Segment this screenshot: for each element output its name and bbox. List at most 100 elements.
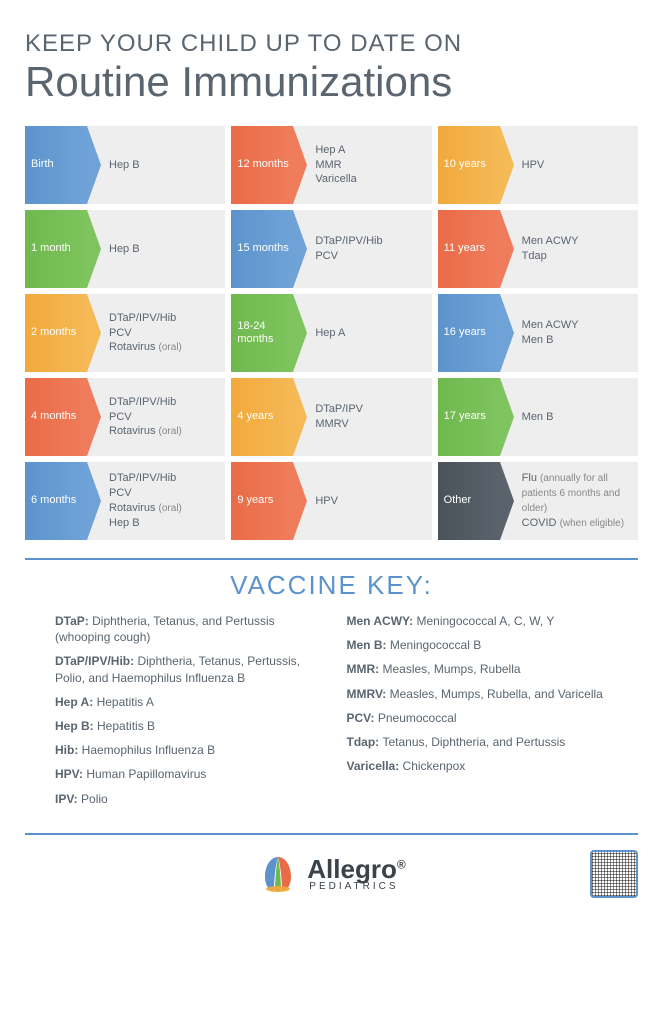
schedule-cell: 17 years Men B: [438, 378, 638, 456]
key-term: DTaP/IPV/Hib:: [55, 654, 137, 668]
vaccine-line: MMR: [315, 158, 431, 173]
age-label: 9 years: [237, 494, 273, 507]
vaccine-line: Men ACWY: [522, 234, 638, 249]
age-label: 6 months: [31, 494, 76, 507]
key-term: HPV:: [55, 767, 86, 781]
key-definition: Measles, Mumps, Rubella: [383, 662, 521, 676]
vaccine-line: PCV: [109, 326, 225, 341]
vaccine-line: Flu (annually for all patients 6 months …: [522, 471, 638, 516]
vaccine-list: DTaP/IPV/HibPCVRotavirus (oral): [87, 294, 225, 372]
key-item: Hib: Haemophilus Influenza B: [55, 742, 317, 758]
schedule-cell: Other Flu (annually for all patients 6 mo…: [438, 462, 638, 540]
vaccine-list: HPV: [293, 462, 431, 540]
age-tab: 9 years: [231, 462, 293, 540]
key-term: Hib:: [55, 743, 82, 757]
age-label: 4 years: [237, 410, 273, 423]
key-definition: Measles, Mumps, Rubella, and Varicella: [390, 687, 603, 701]
schedule-cell: 4 months DTaP/IPV/HibPCVRotavirus (oral): [25, 378, 225, 456]
age-tab: 18-24 months: [231, 294, 293, 372]
age-tab: 2 months: [25, 294, 87, 372]
vaccine-list: DTaP/IPV/HibPCV: [293, 210, 431, 288]
vaccine-list: Hep B: [87, 210, 225, 288]
key-definition: Polio: [81, 792, 108, 806]
vaccine-list: Men ACWYTdap: [500, 210, 638, 288]
age-tab: 1 month: [25, 210, 87, 288]
age-tab: 15 months: [231, 210, 293, 288]
key-term: Hep B:: [55, 719, 97, 733]
schedule-grid: BirthHep B12 monthsHep AMMRVaricella10 y…: [25, 126, 638, 540]
vaccine-list: Hep A: [293, 294, 431, 372]
key-definition: Haemophilus Influenza B: [82, 743, 215, 757]
age-label: 15 months: [237, 242, 288, 255]
vaccine-list: Men ACWYMen B: [500, 294, 638, 372]
vaccine-line: Men B: [522, 410, 638, 425]
schedule-cell: 10 yearsHPV: [438, 126, 638, 204]
key-term: MMR:: [347, 662, 383, 676]
key-definition: Chickenpox: [403, 759, 466, 773]
age-tab: Other: [438, 462, 500, 540]
vaccine-line: Hep A: [315, 143, 431, 158]
key-term: Varicella:: [347, 759, 403, 773]
age-tab: 6 months: [25, 462, 87, 540]
vaccine-key-grid: DTaP: Diphtheria, Tetanus, and Pertussis…: [25, 613, 638, 815]
age-label: Birth: [31, 158, 54, 171]
vaccine-line: Tdap: [522, 249, 638, 264]
brand-logo: Allegro® PEDIATRICS: [257, 853, 405, 895]
key-item: Varicella: Chickenpox: [347, 758, 609, 774]
age-label: Other: [444, 494, 472, 507]
schedule-cell: 15 months DTaP/IPV/HibPCV: [231, 210, 431, 288]
vaccine-line: Hep B: [109, 516, 225, 531]
age-tab: 4 months: [25, 378, 87, 456]
key-term: DTaP:: [55, 614, 92, 628]
vaccine-line: COVID (when eligible): [522, 516, 638, 531]
vaccine-list: Hep AMMRVaricella: [293, 126, 431, 204]
age-tab: 11 years: [438, 210, 500, 288]
vaccine-line: MMRV: [315, 417, 431, 432]
age-tab: 4 years: [231, 378, 293, 456]
key-item: Tdap: Tetanus, Diphtheria, and Pertussis: [347, 734, 609, 750]
qr-code-icon: [590, 850, 638, 898]
key-term: IPV:: [55, 792, 81, 806]
key-term: Tdap:: [347, 735, 383, 749]
age-label: 4 months: [31, 410, 76, 423]
key-item: DTaP: Diphtheria, Tetanus, and Pertussis…: [55, 613, 317, 645]
key-definition: Tetanus, Diphtheria, and Pertussis: [383, 735, 566, 749]
key-item: MMRV: Measles, Mumps, Rubella, and Varic…: [347, 686, 609, 702]
age-tab: 12 months: [231, 126, 293, 204]
logo-mark-icon: [257, 853, 299, 895]
footer: Allegro® PEDIATRICS: [25, 853, 638, 895]
age-label: 17 years: [444, 410, 486, 423]
key-item: IPV: Polio: [55, 791, 317, 807]
key-definition: Hepatitis A: [97, 695, 154, 709]
vaccine-list: HPV: [500, 126, 638, 204]
vaccine-list: DTaP/IPV/HibPCVRotavirus (oral): [87, 378, 225, 456]
vaccine-list: DTaP/IPVMMRV: [293, 378, 431, 456]
vaccine-list: DTaP/IPV/HibPCVRotavirus (oral)Hep B: [87, 462, 225, 540]
age-label: 12 months: [237, 158, 288, 171]
vaccine-line: Hep A: [315, 326, 431, 341]
vaccine-line: PCV: [109, 486, 225, 501]
vaccine-line: DTaP/IPV/Hib: [109, 395, 225, 410]
key-item: DTaP/IPV/Hib: Diphtheria, Tetanus, Pertu…: [55, 653, 317, 685]
vaccine-line: PCV: [109, 410, 225, 425]
key-item: MMR: Measles, Mumps, Rubella: [347, 661, 609, 677]
key-item: HPV: Human Papillomavirus: [55, 766, 317, 782]
vaccine-line: PCV: [315, 249, 431, 264]
age-label: 2 months: [31, 326, 76, 339]
page-subtitle: KEEP YOUR CHILD UP TO DATE ON: [25, 30, 638, 58]
schedule-cell: 11 yearsMen ACWYTdap: [438, 210, 638, 288]
key-item: PCV: Pneumococcal: [347, 710, 609, 726]
schedule-cell: 9 years HPV: [231, 462, 431, 540]
vaccine-line: Varicella: [315, 172, 431, 187]
vaccine-list: Men B: [500, 378, 638, 456]
vaccine-line: Men ACWY: [522, 318, 638, 333]
vaccine-list: Flu (annually for all patients 6 months …: [500, 462, 638, 540]
key-definition: Meningococcal B: [390, 638, 481, 652]
divider-bottom: [25, 833, 638, 835]
schedule-cell: 18-24 months Hep A: [231, 294, 431, 372]
vaccine-line: Rotavirus (oral): [109, 501, 225, 516]
key-term: Hep A:: [55, 695, 97, 709]
vaccine-line: HPV: [315, 494, 431, 509]
vaccine-line: Hep B: [109, 158, 225, 173]
age-tab: 17 years: [438, 378, 500, 456]
